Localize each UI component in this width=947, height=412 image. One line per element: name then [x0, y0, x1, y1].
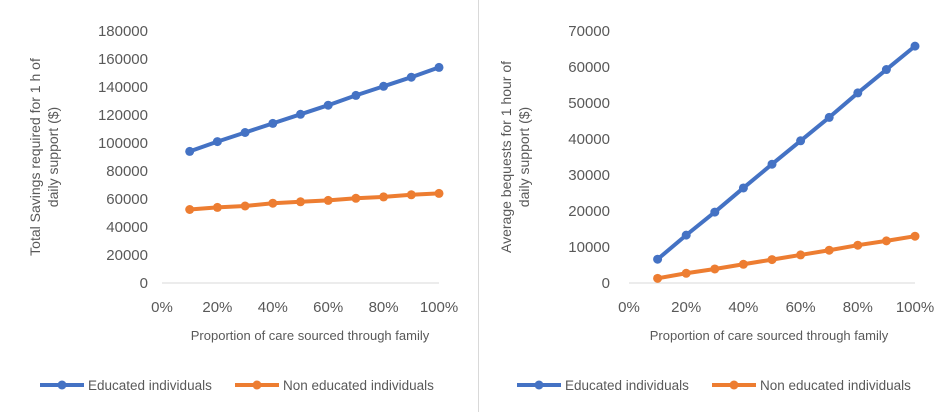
chart0-series-educated-point	[185, 146, 195, 156]
chart1-series-non-educated-point	[767, 255, 777, 265]
chart0-x-tick-label: 20%	[202, 299, 232, 316]
chart0-legend-non-educated-label: Non educated individuals	[283, 378, 434, 393]
chart0-y-axis-label-line: daily support ($)	[45, 107, 61, 207]
chart1-series-non-educated-line	[657, 234, 916, 281]
chart0-x-axis-label: Proportion of care sourced through famil…	[191, 328, 430, 343]
chart0-y-tick-label: 0	[140, 275, 148, 292]
chart0-y-tick-label: 120000	[98, 107, 148, 124]
chart1-x-tick-label: 0%	[618, 299, 640, 316]
chart1-series-educated-point	[710, 207, 720, 217]
chart1-x-tick-label: 60%	[786, 299, 816, 316]
chart0-y-axis-label-line: Total Savings required for 1 h of	[27, 58, 43, 256]
chart0-series-non-educated-point	[434, 188, 444, 198]
chart0-y-tick-label: 60000	[106, 191, 148, 208]
chart0-series-non-educated-point	[323, 195, 333, 205]
chart1-series-non-educated-point	[738, 259, 748, 269]
chart0-y-axis-label: Total Savings required for 1 h of daily s…	[27, 58, 61, 256]
chart1-y-tick-label: 40000	[568, 131, 610, 148]
chart0-series-educated-point	[406, 72, 416, 82]
chart0-series-non-educated-point	[185, 205, 195, 214]
chart1-y-axis-label: Average bequests for 1 hour of daily supp…	[498, 61, 532, 253]
chart1-series-educated-point	[824, 112, 834, 122]
chart1-x-tick-label: 80%	[843, 299, 873, 316]
chart0-series-educated-point	[323, 100, 333, 110]
chart1-legend-non-educated-swatch-marker	[729, 380, 739, 390]
chart1-series-non-educated-point	[653, 273, 663, 283]
chart-panel-savings: 0 20000 40000 60000 80000 100000 120000 140000 1…	[27, 0, 479, 412]
chart0-series-educated-point	[296, 109, 305, 119]
bequests-chart: 0 10000 20000 30000 40000 50000 60000 70000 0% 20…	[498, 23, 934, 393]
chart0-series-educated-point	[240, 128, 250, 137]
chart1-series-educated-point	[881, 65, 891, 75]
chart0-series-educated-line	[189, 65, 440, 154]
chart0-series-educated-point	[351, 90, 361, 100]
chart1-series-educated-point	[910, 41, 920, 51]
chart0-x-tick-label: 80%	[369, 299, 399, 316]
chart0-y-tick-label: 80000	[106, 163, 148, 180]
chart1-series-educated-point	[853, 88, 863, 98]
chart0-series-non-educated-point	[406, 190, 416, 200]
chart0-series-non-educated-point	[240, 201, 250, 211]
chart1-x-axis-label: Proportion of care sourced through famil…	[650, 328, 889, 343]
chart1-series-non-educated-point	[881, 236, 891, 246]
chart1-y-axis-label-line: Average bequests for 1 hour of	[498, 61, 514, 253]
chart1-y-axis-label-line: daily support ($)	[516, 107, 532, 207]
chart0-x-tick-label: 100%	[420, 299, 458, 316]
chart1-legend-non-educated-label: Non educated individuals	[760, 378, 911, 393]
chart1-x-tick-label: 20%	[671, 299, 701, 316]
chart1-x-tick-label: 100%	[896, 299, 934, 316]
chart1-series-educated-point	[796, 136, 806, 146]
chart1-legend-educated-label: Educated individuals	[565, 378, 689, 393]
chart1-y-tick-label: 60000	[568, 59, 610, 76]
chart0-series-non-educated-point	[296, 197, 305, 207]
chart0-series-non-educated-line	[189, 191, 440, 212]
chart0-series-educated-point	[212, 137, 222, 147]
chart-panel-bequests: 0 10000 20000 30000 40000 50000 60000 70000 0% 20…	[479, 0, 947, 412]
chart1-y-tick-label: 0	[602, 275, 610, 292]
chart0-series-educated-point	[434, 62, 444, 72]
chart0-series-non-educated-point	[379, 192, 389, 202]
chart1-x-tick-label: 40%	[728, 299, 758, 316]
chart1-series-educated-point	[738, 183, 748, 193]
chart1-series-non-educated-point	[710, 264, 720, 274]
chart1-series-non-educated-point	[796, 250, 806, 260]
chart1-legend-educated-swatch-marker	[534, 380, 544, 390]
chart0-legend-non-educated-swatch-marker	[252, 380, 262, 390]
chart1-series-educated-point	[767, 159, 777, 169]
chart1-y-tick-label: 70000	[568, 23, 610, 40]
chart1-y-tick-label: 30000	[568, 167, 610, 184]
chart0-series-non-educated-point	[268, 198, 278, 208]
savings-chart: 0 20000 40000 60000 80000 100000 120000 140000 1…	[27, 23, 458, 393]
chart0-legend-educated-label: Educated individuals	[88, 378, 212, 393]
chart1-series-educated-point	[653, 254, 663, 264]
chart1-series-non-educated-point	[824, 245, 834, 255]
chart1-series-educated-line	[656, 44, 917, 261]
chart0-y-tick-label: 140000	[98, 79, 148, 96]
chart1-series-educated-point	[681, 230, 691, 240]
chart1-series-non-educated-point	[910, 231, 920, 241]
chart0-series-educated-point	[379, 81, 389, 91]
chart0-series-non-educated-point	[212, 202, 222, 212]
chart0-x-tick-label: 60%	[313, 299, 343, 316]
chart0-series-non-educated-point	[351, 193, 361, 203]
chart0-y-tick-label: 20000	[106, 247, 148, 264]
chart1-y-tick-label: 10000	[568, 239, 610, 256]
chart0-y-tick-label: 40000	[106, 219, 148, 236]
chart1-series-non-educated-point	[681, 268, 691, 278]
chart0-x-tick-label: 40%	[258, 299, 288, 316]
chart0-x-tick-label: 0%	[151, 299, 173, 316]
chart0-y-tick-label: 100000	[98, 135, 148, 152]
chart1-y-tick-label: 50000	[568, 95, 610, 112]
chart1-series-non-educated-point	[853, 240, 863, 250]
chart1-y-tick-label: 20000	[568, 203, 610, 220]
chart0-y-tick-label: 160000	[98, 51, 148, 68]
chart0-y-tick-label: 180000	[98, 23, 148, 40]
chart0-legend-educated-swatch-marker	[57, 380, 67, 390]
chart0-series-educated-point	[268, 118, 278, 128]
